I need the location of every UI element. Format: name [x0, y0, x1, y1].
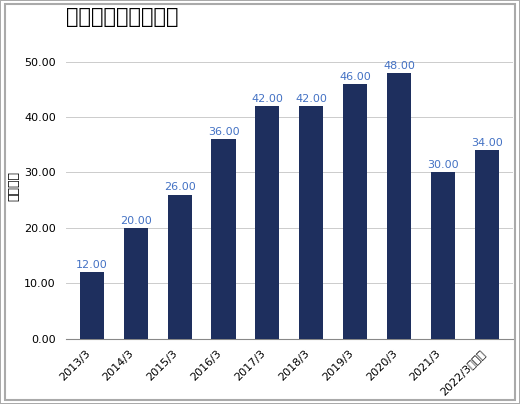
Bar	[387, 73, 411, 339]
Text: 42.00: 42.00	[252, 94, 283, 104]
Bar	[343, 84, 367, 339]
Bar	[124, 228, 148, 339]
Bar	[212, 139, 236, 339]
Bar	[431, 173, 455, 339]
Text: 26.00: 26.00	[164, 182, 196, 192]
Text: 48.00: 48.00	[383, 61, 415, 71]
Text: 46.00: 46.00	[339, 72, 371, 82]
Y-axis label: 配当金額: 配当金額	[7, 171, 20, 201]
Text: 36.00: 36.00	[207, 127, 239, 137]
Bar	[299, 106, 323, 339]
Bar	[167, 195, 192, 339]
Bar	[475, 150, 499, 339]
Text: 30.00: 30.00	[427, 160, 459, 170]
Bar	[255, 106, 279, 339]
Text: 20.00: 20.00	[120, 216, 152, 225]
Text: アマダの配当金推移: アマダの配当金推移	[66, 7, 178, 27]
Text: 12.00: 12.00	[76, 260, 108, 270]
Text: 42.00: 42.00	[295, 94, 327, 104]
Text: 34.00: 34.00	[471, 138, 503, 148]
Bar	[80, 272, 104, 339]
